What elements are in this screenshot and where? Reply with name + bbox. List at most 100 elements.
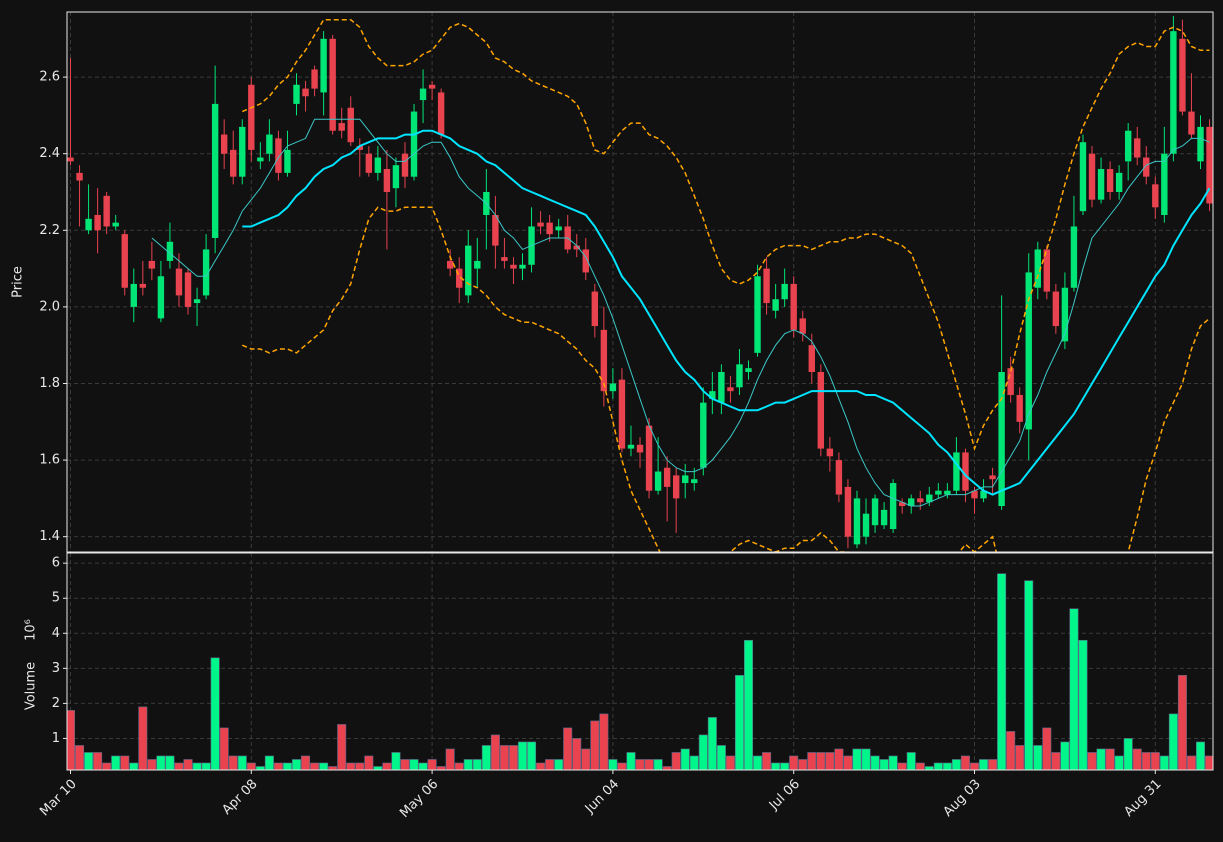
candle-body bbox=[799, 318, 806, 334]
volume-bar bbox=[599, 713, 609, 770]
volume-bar bbox=[183, 759, 193, 770]
candle-body bbox=[230, 149, 237, 177]
volume-bar bbox=[608, 759, 618, 770]
volume-bar bbox=[545, 759, 555, 770]
candle-body bbox=[365, 153, 373, 173]
volume-bar bbox=[463, 759, 473, 770]
volume-bar bbox=[418, 762, 428, 770]
volume-bar bbox=[906, 752, 916, 770]
volume-bar bbox=[301, 755, 311, 770]
candle-body bbox=[808, 345, 815, 372]
volume-bar bbox=[653, 759, 663, 770]
volume-bar bbox=[373, 766, 383, 770]
candle-body bbox=[1097, 169, 1105, 200]
volume-bar bbox=[771, 762, 781, 770]
candle-body bbox=[193, 299, 201, 304]
candle-body bbox=[1115, 172, 1123, 192]
candle-body bbox=[220, 134, 228, 154]
candle-body bbox=[763, 268, 770, 304]
candle-body bbox=[880, 509, 888, 526]
candle-body bbox=[401, 153, 409, 177]
candle-body bbox=[745, 368, 752, 372]
volume-bar bbox=[834, 748, 844, 770]
candle-body bbox=[356, 146, 363, 150]
candle-body bbox=[392, 165, 400, 189]
candle-body bbox=[573, 245, 580, 250]
candle-body bbox=[817, 372, 825, 449]
candle-body bbox=[1043, 249, 1051, 292]
volume-bar bbox=[662, 766, 672, 770]
volume-bar bbox=[617, 762, 627, 770]
candle-body bbox=[347, 107, 354, 143]
candle-body bbox=[862, 513, 870, 537]
volume-bar bbox=[481, 745, 491, 770]
candle-body bbox=[898, 502, 906, 507]
volume-bar bbox=[454, 762, 464, 770]
volume-bar bbox=[942, 762, 952, 770]
candle-body bbox=[1034, 249, 1041, 288]
volume-bar bbox=[915, 762, 925, 770]
candle-body bbox=[1106, 169, 1114, 192]
volume-bar bbox=[861, 748, 871, 770]
volume-bar bbox=[174, 762, 184, 770]
volume-bar bbox=[346, 762, 356, 770]
volume-bar bbox=[1205, 755, 1213, 770]
volume-bar bbox=[554, 759, 564, 770]
candle-body bbox=[320, 38, 327, 93]
candle-body bbox=[609, 383, 617, 392]
volume-bar bbox=[382, 762, 392, 770]
volume-bar bbox=[644, 759, 654, 770]
candle-body bbox=[1188, 111, 1195, 135]
candle-body bbox=[338, 123, 345, 131]
volume-bar bbox=[310, 762, 320, 770]
candle-body bbox=[736, 364, 743, 388]
volume-bar bbox=[988, 759, 998, 770]
candle-body bbox=[871, 498, 879, 526]
volume-bar bbox=[852, 748, 862, 770]
volume-bar bbox=[951, 759, 961, 770]
candle-body bbox=[202, 249, 210, 296]
volume-bar bbox=[445, 748, 455, 770]
candle-body bbox=[519, 264, 526, 269]
candle-body bbox=[1025, 272, 1032, 430]
volume-bar bbox=[102, 762, 112, 770]
volume-bar bbox=[1042, 727, 1052, 770]
line-series bbox=[242, 18, 1210, 452]
volume-bar bbox=[508, 745, 518, 770]
candle-body bbox=[772, 299, 779, 311]
candle-body bbox=[935, 490, 942, 495]
volume-bar bbox=[165, 755, 175, 770]
candle-body bbox=[853, 498, 861, 545]
candle-body bbox=[627, 444, 635, 449]
candle-body bbox=[1070, 226, 1078, 288]
volume-bar bbox=[1123, 738, 1133, 770]
volume-bar bbox=[1069, 608, 1079, 770]
volume-bar bbox=[1114, 755, 1124, 770]
candle-body bbox=[835, 460, 843, 495]
candle-body bbox=[618, 379, 626, 449]
candle-body bbox=[1016, 394, 1023, 422]
candle-body bbox=[103, 195, 110, 227]
volume-bar bbox=[517, 741, 527, 770]
candle-body bbox=[293, 84, 300, 104]
y-tick-label: 6 bbox=[52, 556, 60, 571]
volume-bar bbox=[1186, 755, 1196, 770]
volume-bar bbox=[626, 752, 636, 770]
y-axis-scale: 10⁶ bbox=[24, 619, 39, 641]
candle-body bbox=[663, 467, 671, 487]
candle-body bbox=[727, 387, 734, 392]
volume-bar bbox=[147, 759, 157, 770]
volume-bar bbox=[192, 762, 202, 770]
candle-body bbox=[1197, 126, 1204, 162]
candle-body bbox=[284, 149, 291, 173]
y-tick-label: 3 bbox=[52, 661, 60, 676]
volume-bar bbox=[228, 755, 238, 770]
candle-body bbox=[682, 475, 689, 484]
volume-bar bbox=[210, 657, 220, 770]
candle-body bbox=[211, 103, 219, 238]
candle-body bbox=[239, 126, 246, 177]
volume-bar bbox=[979, 759, 989, 770]
candle-body bbox=[148, 260, 156, 269]
candle-body bbox=[374, 157, 382, 173]
volume-bar bbox=[888, 755, 898, 770]
